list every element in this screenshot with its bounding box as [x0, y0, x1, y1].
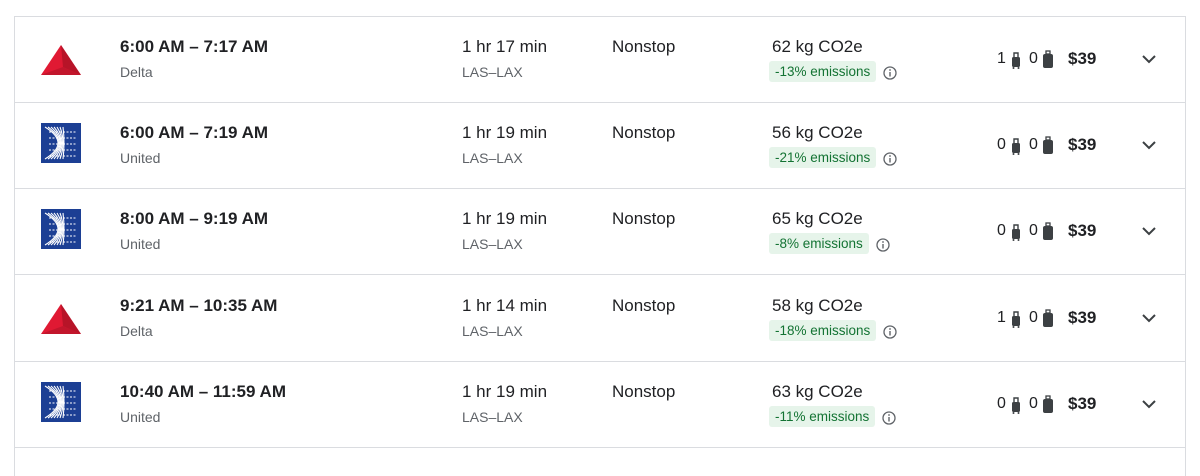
price: $39	[1068, 307, 1097, 327]
checked-bag-count: 0	[1029, 222, 1038, 240]
checked-bag-icon	[1043, 308, 1053, 327]
flight-row[interactable]: 6:00 AM – 7:19 AM United 1 hr 19 min LAS–LA…	[15, 103, 1185, 190]
airline-logo	[41, 45, 81, 75]
price: $39	[1068, 135, 1097, 155]
flight-times: 8:00 AM – 9:19 AM	[120, 209, 269, 229]
airline-name: United	[120, 236, 161, 253]
stops: Nonstop	[612, 295, 676, 315]
expand-chevron[interactable]	[1141, 53, 1157, 65]
emissions-badge: -18% emissions	[769, 319, 877, 341]
carry-on-icon	[1012, 310, 1020, 328]
expand-chevron[interactable]	[1141, 225, 1157, 237]
emissions: 56 kg CO2e	[772, 123, 863, 143]
airline-logo	[41, 209, 81, 250]
emissions-badge: -21% emissions	[769, 147, 877, 169]
emissions-badge: -11% emissions	[769, 405, 876, 427]
route: LAS–LAX	[462, 64, 523, 80]
info-icon[interactable]	[883, 152, 897, 166]
info-icon[interactable]	[876, 238, 890, 253]
stops: Nonstop	[612, 209, 676, 229]
flight-times: 10:40 AM – 11:59 AM	[120, 381, 286, 401]
stops: Nonstop	[612, 37, 676, 56]
flight-row[interactable]: 6:00 AM – 7:17 AM Delta 1 hr 17 min LAS–LAX…	[15, 17, 1185, 103]
carry-on-icon	[1012, 138, 1020, 156]
flight-list: 6:00 AM – 7:17 AM Delta 1 hr 17 min LAS–LAX…	[14, 16, 1186, 476]
route: LAS–LAX	[462, 236, 523, 253]
carry-on-count: 0	[997, 136, 1006, 154]
carry-on-count: 0	[997, 394, 1006, 412]
emissions: 58 kg CO2e	[772, 295, 863, 315]
route: LAS–LAX	[462, 408, 523, 425]
price: $39	[1068, 393, 1097, 413]
flight-times: 6:00 AM – 7:17 AM	[120, 37, 269, 56]
checked-bag-count: 0	[1029, 308, 1038, 326]
emissions: 63 kg CO2e	[772, 381, 863, 401]
emissions-badge: -8% emissions	[769, 233, 869, 255]
emissions: 65 kg CO2e	[772, 209, 863, 229]
carry-on-icon	[1012, 397, 1020, 414]
airline-name: Delta	[120, 322, 153, 339]
duration: 1 hr 17 min	[462, 37, 548, 56]
checked-bag-count: 0	[1029, 394, 1038, 412]
info-icon[interactable]	[883, 324, 897, 339]
airline-logo	[41, 123, 81, 164]
flight-times: 6:00 AM – 7:19 AM	[120, 123, 269, 143]
checked-bag-count: 0	[1029, 136, 1038, 154]
duration: 1 hr 19 min	[462, 123, 548, 143]
stops: Nonstop	[612, 123, 676, 143]
price: $39	[1068, 221, 1097, 241]
airline-logo	[41, 381, 81, 422]
page: 6:00 AM – 7:17 AM Delta 1 hr 17 min LAS–LAX…	[14, 16, 1186, 476]
airline-name: United	[120, 408, 161, 425]
expand-chevron[interactable]	[1141, 139, 1157, 151]
checked-bag-icon	[1043, 222, 1053, 241]
info-icon[interactable]	[882, 411, 896, 425]
route: LAS–LAX	[462, 150, 523, 167]
carry-on-count: 0	[997, 222, 1006, 240]
emissions-badge: -13% emissions	[769, 61, 877, 82]
checked-bag-icon	[1043, 136, 1053, 155]
checked-bag-icon	[1043, 50, 1053, 68]
info-icon[interactable]	[883, 66, 897, 80]
carry-on-count: 1	[997, 50, 1006, 67]
flight-row[interactable]: 10:40 AM – 11:59 AM United 1 hr 19 min LAS–…	[15, 362, 1185, 448]
flight-row[interactable]: 8:00 AM – 9:19 AM United 1 hr 19 min LAS–LA…	[15, 189, 1185, 276]
flight-times: 9:21 AM – 10:35 AM	[120, 295, 278, 315]
carry-on-icon	[1012, 224, 1020, 242]
airline-logo	[41, 303, 81, 334]
carry-on-icon	[1012, 52, 1020, 69]
checked-bag-icon	[1043, 395, 1053, 413]
route: LAS–LAX	[462, 322, 523, 339]
airline-name: Delta	[120, 64, 153, 80]
checked-bag-count: 0	[1029, 50, 1038, 67]
emissions: 62 kg CO2e	[772, 37, 863, 56]
expand-chevron[interactable]	[1141, 312, 1157, 324]
carry-on-count: 1	[997, 308, 1006, 326]
flight-row[interactable]: 9:21 AM – 10:35 AM Delta 1 hr 14 min LAS–LA…	[15, 276, 1185, 362]
price: $39	[1068, 49, 1097, 68]
airline-name: United	[120, 150, 161, 167]
duration: 1 hr 14 min	[462, 295, 548, 315]
stops: Nonstop	[612, 381, 676, 401]
duration: 1 hr 19 min	[462, 381, 548, 401]
expand-chevron[interactable]	[1141, 398, 1157, 410]
duration: 1 hr 19 min	[462, 209, 548, 229]
